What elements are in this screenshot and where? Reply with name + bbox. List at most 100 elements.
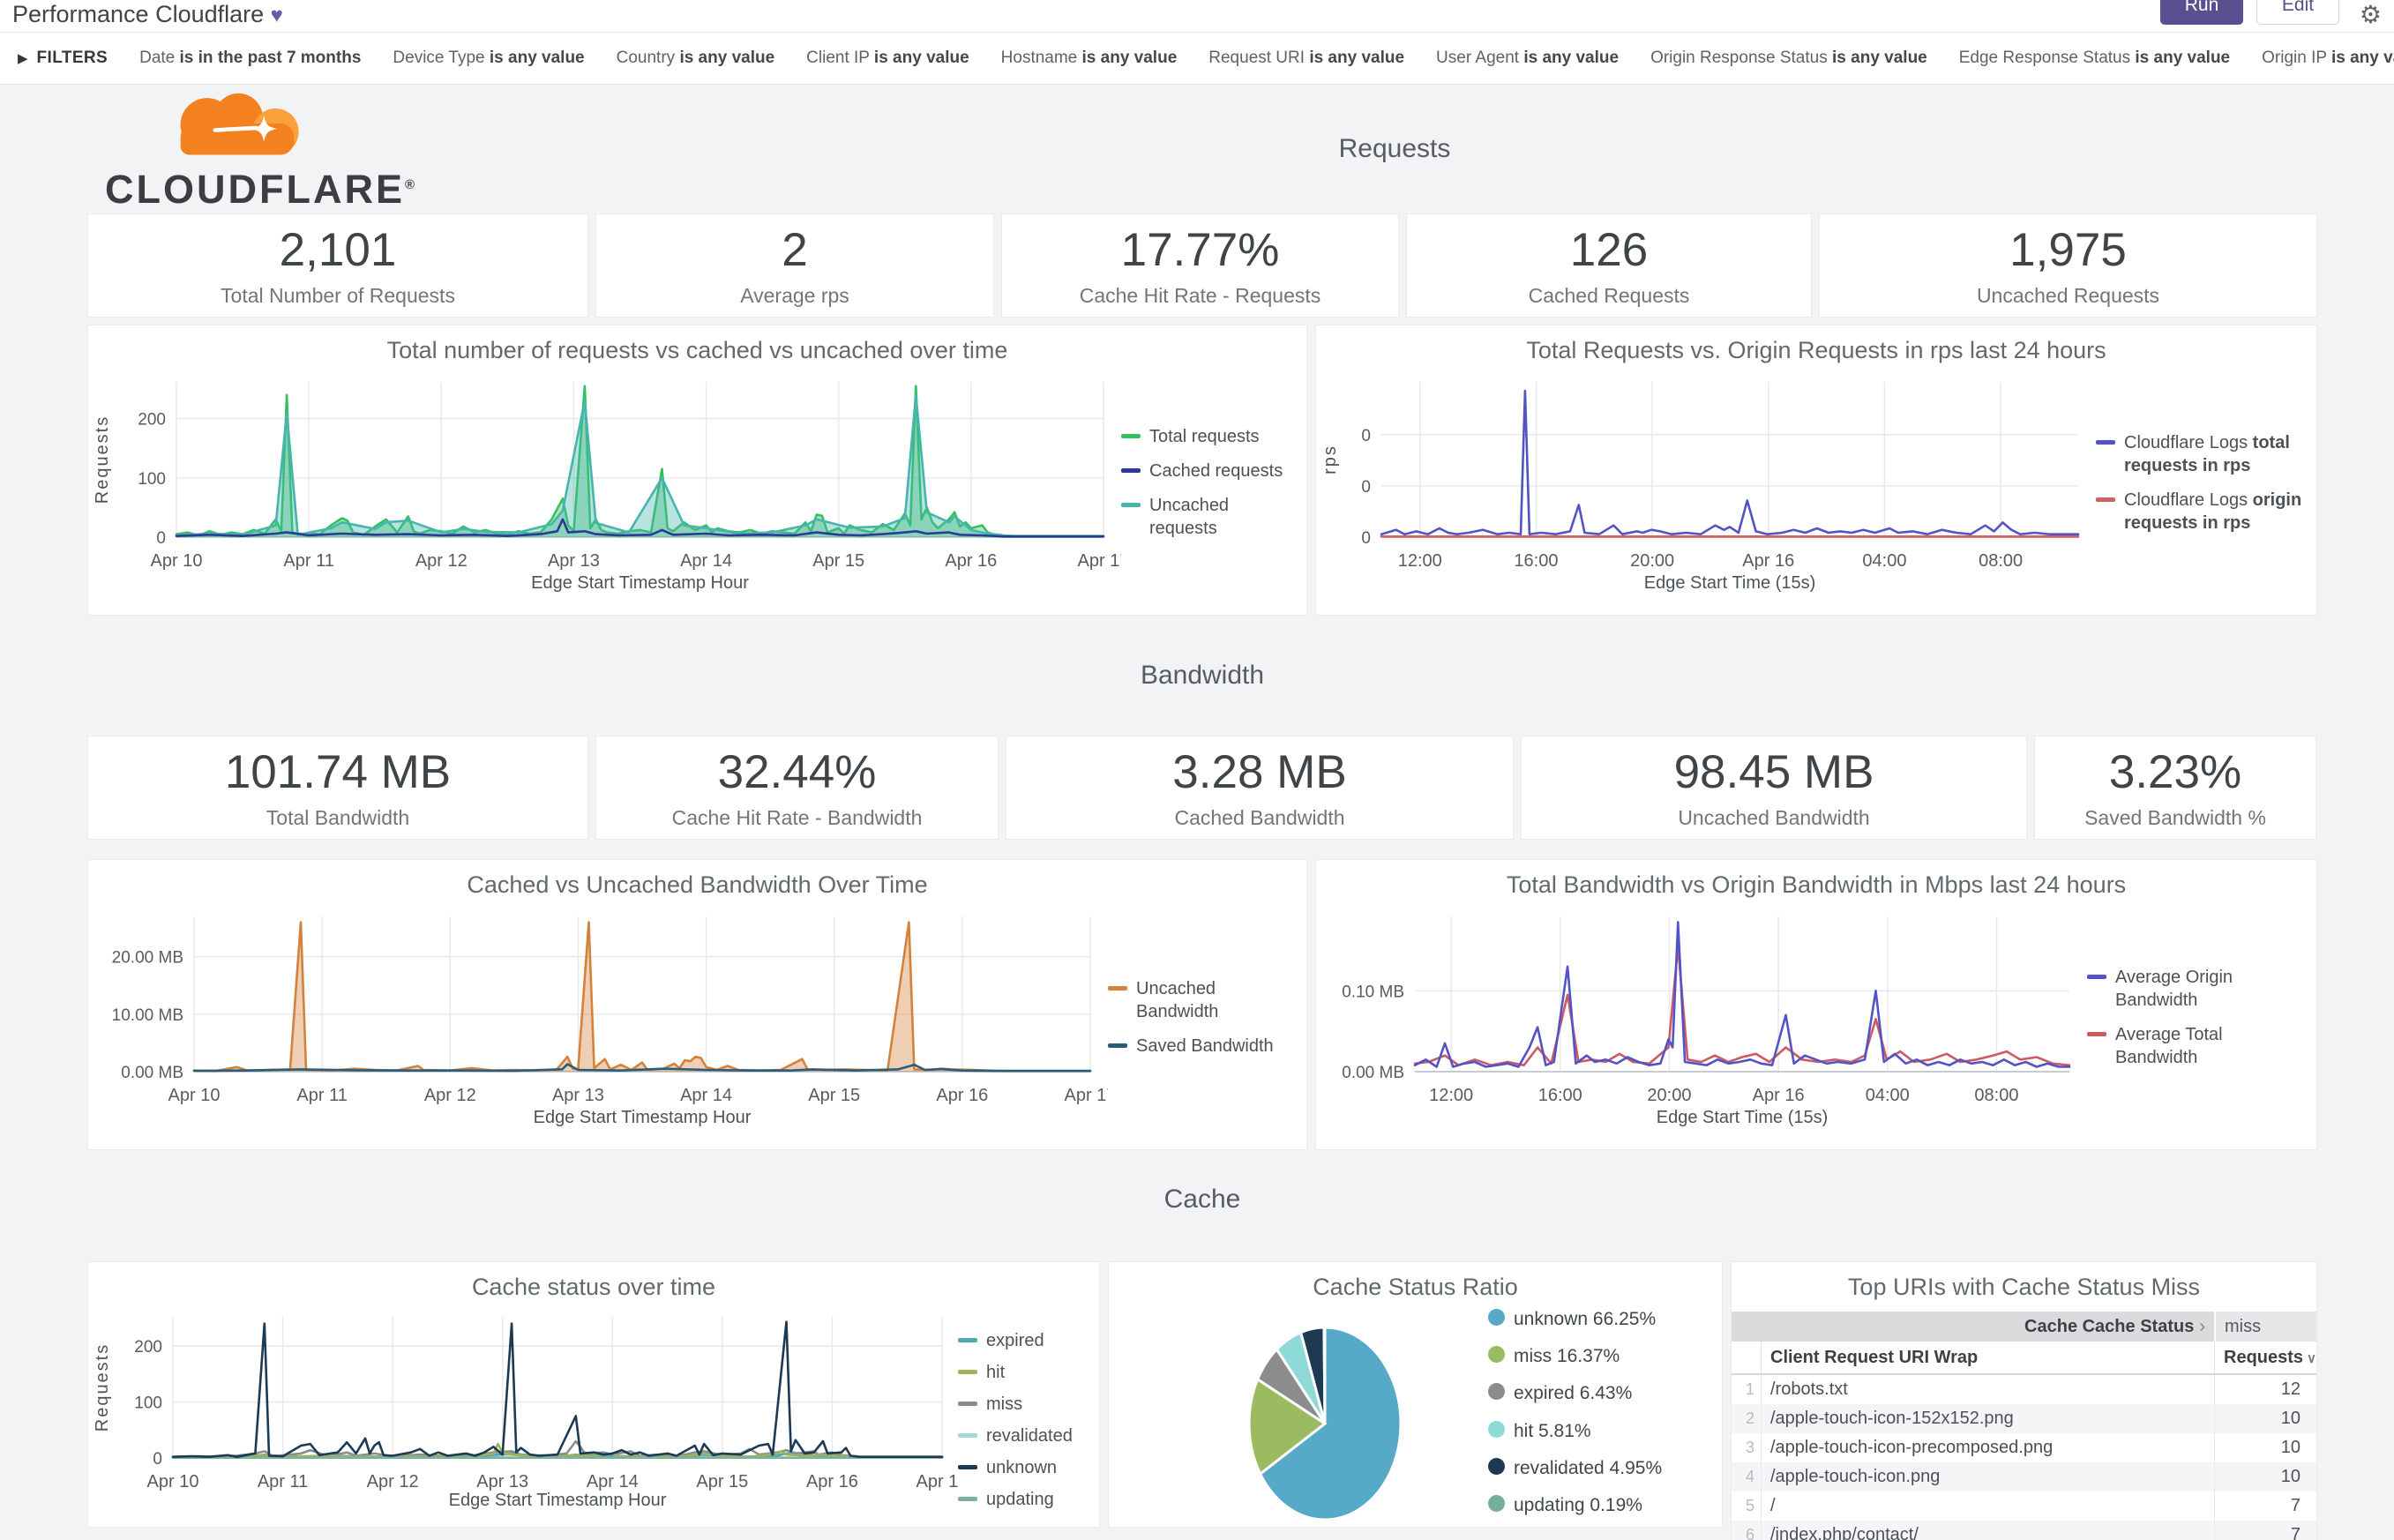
legend-item[interactable]: Average Origin Bandwidth	[2087, 966, 2308, 1012]
legend-item[interactable]: expired	[958, 1329, 1090, 1352]
uri-cell[interactable]: /robots.txt	[1770, 1379, 1848, 1399]
edit-button[interactable]: Edit	[2256, 0, 2339, 25]
column-header-requests[interactable]: Requests ∨	[2214, 1342, 2316, 1373]
table-row: 1/robots.txt 12	[1732, 1375, 2316, 1404]
filter-item[interactable]: Origin Response Status is any value	[1650, 49, 1927, 67]
row-number: 5	[1732, 1491, 1762, 1521]
chart-title: Total number of requests vs cached vs un…	[386, 337, 1008, 363]
svg-text:Apr 16: Apr 16	[936, 1086, 988, 1105]
uri-cell[interactable]: /apple-touch-icon.png	[1770, 1467, 1941, 1486]
pie-slice-miss[interactable]	[1247, 1377, 1328, 1476]
row-number: 3	[1732, 1433, 1762, 1462]
kpi-value: 2	[782, 224, 808, 276]
svg-text:20.00 MB: 20.00 MB	[112, 949, 183, 968]
legend-item[interactable]: Cloudflare Logs total requests in rps	[2096, 431, 2308, 477]
svg-text:20:00: 20:00	[1630, 551, 1674, 571]
legend-swatch	[958, 1465, 977, 1469]
legend-label: unknown	[986, 1458, 1058, 1477]
filter-item[interactable]: Date is in the past 7 months	[139, 49, 362, 67]
legend-item[interactable]: unknown 66.25%	[1488, 1307, 1713, 1331]
section-heading-requests: Requests	[1338, 134, 1451, 163]
svg-text:Apr 13: Apr 13	[552, 1086, 604, 1105]
legend-item[interactable]: Cached requests	[1121, 460, 1298, 482]
uri-cell[interactable]: /apple-touch-icon-152x152.png	[1770, 1409, 2014, 1428]
svg-text:Apr 10: Apr 10	[168, 1086, 221, 1105]
legend-swatch	[1121, 468, 1141, 473]
kpi-label: Total Number of Requests	[221, 284, 455, 307]
sort-desc-icon: ∨	[2307, 1351, 2317, 1366]
row-number: 2	[1732, 1404, 1762, 1433]
legend-item[interactable]: revalidated 4.95%	[1488, 1456, 1713, 1480]
legend-label: Uncached requests	[1149, 496, 1230, 538]
legend-swatch	[1108, 1043, 1127, 1048]
legend-swatch	[2096, 497, 2115, 502]
svg-text:Apr 14: Apr 14	[587, 1472, 639, 1491]
kpi-saved-bandwidth: 3.23% Saved Bandwidth %	[2034, 736, 2316, 840]
filters-expander-icon[interactable]: ▶	[18, 51, 28, 66]
legend-item[interactable]: Average Total Bandwidth	[2087, 1023, 2308, 1069]
svg-text:Apr 17: Apr 17	[1078, 551, 1121, 571]
gear-icon[interactable]: ⚙	[2359, 1, 2382, 28]
legend-label: updating 0.19%	[1514, 1495, 1642, 1516]
legend-label: miss 16.37%	[1514, 1345, 1620, 1366]
legend-item[interactable]: unknown	[958, 1456, 1090, 1479]
filter-item[interactable]: Edge Response Status is any value	[1958, 49, 2231, 67]
kpi-value: 3.23%	[2108, 746, 2242, 798]
legend-item[interactable]: updating 0.19%	[1488, 1493, 1713, 1517]
run-button[interactable]: Run	[2160, 0, 2243, 25]
legend-swatch	[1108, 985, 1127, 991]
svg-text:Apr 15: Apr 15	[808, 1086, 860, 1105]
kpi-uncached-bandwidth: 98.45 MB Uncached Bandwidth	[1521, 736, 2027, 840]
filter-item[interactable]: Device Type is any value	[393, 49, 585, 67]
kpi-label: Saved Bandwidth %	[2084, 806, 2266, 829]
legend-item[interactable]: miss	[958, 1393, 1090, 1416]
pie-slice-unknown[interactable]	[1258, 1326, 1403, 1521]
page-title: Performance Cloudflare ♥	[12, 1, 283, 28]
legend-item[interactable]: miss 16.37%	[1488, 1344, 1713, 1368]
legend-label: Average Origin Bandwidth	[2115, 967, 2233, 1010]
pivot-field-label[interactable]: Cache Cache Status ›	[2024, 1317, 2205, 1336]
svg-text:Apr 10: Apr 10	[147, 1472, 199, 1491]
legend-item[interactable]: Uncached Bandwidth	[1108, 977, 1298, 1023]
kpi-value: 101.74 MB	[224, 746, 452, 798]
filter-item[interactable]: Country is any value	[616, 49, 775, 67]
svg-text:Apr 16: Apr 16	[806, 1472, 858, 1491]
kpi-label: Cache Hit Rate - Requests	[1079, 284, 1321, 307]
chart-title: Cache Status Ratio	[1313, 1274, 1518, 1300]
legend-item[interactable]: hit	[958, 1361, 1090, 1384]
filter-item[interactable]: User Agent is any value	[1436, 49, 1620, 67]
cloudflare-logo-text: CLOUDFLARE®	[105, 166, 418, 212]
chart-canvas: 0 0 0 12:00 16:00 20:00 Apr 16 04:00 08:00 Edge S…	[1320, 382, 2080, 593]
legend-swatch	[1488, 1383, 1505, 1401]
legend-item[interactable]: Saved Bandwidth	[1108, 1035, 1298, 1058]
uri-cell[interactable]: /index.php/contact/	[1770, 1525, 1919, 1540]
column-header-uri[interactable]: Client Request URI Wrap	[1770, 1347, 1979, 1367]
legend-item[interactable]: hit 5.81%	[1488, 1419, 1713, 1443]
svg-text:08:00: 08:00	[1974, 1086, 2018, 1105]
legend-label: Cloudflare Logs total requests in rps	[2124, 432, 2290, 475]
legend-item[interactable]: updating	[958, 1488, 1090, 1511]
filter-item[interactable]: Hostname is any value	[1000, 49, 1178, 67]
uri-cell[interactable]: /	[1770, 1496, 1776, 1515]
kpi-value: 126	[1569, 224, 1649, 276]
svg-text:Apr 11: Apr 11	[296, 1086, 347, 1105]
pie-slice-updating[interactable]	[1322, 1326, 1327, 1424]
legend-item[interactable]: revalidated	[958, 1424, 1090, 1447]
svg-text:Apr 10: Apr 10	[151, 551, 203, 571]
svg-text:16:00: 16:00	[1514, 551, 1558, 571]
filter-item[interactable]: Client IP is any value	[806, 49, 969, 67]
svg-text:0: 0	[153, 1450, 162, 1469]
legend-swatch	[958, 1370, 977, 1374]
requests-cell: 12	[2214, 1375, 2316, 1404]
svg-text:04:00: 04:00	[1866, 1086, 1910, 1105]
table-column-headers: Client Request URI Wrap Requests ∨	[1732, 1342, 2316, 1375]
filter-item[interactable]: Request URI is any value	[1208, 49, 1405, 67]
legend-item[interactable]: Total requests	[1121, 425, 1298, 448]
svg-text:200: 200	[134, 1338, 162, 1357]
svg-text:Apr 15: Apr 15	[696, 1472, 748, 1491]
uri-cell[interactable]: /apple-touch-icon-precomposed.png	[1770, 1438, 2054, 1457]
legend-item[interactable]: expired 6.43%	[1488, 1381, 1713, 1405]
legend-item[interactable]: Cloudflare Logs origin requests in rps	[2096, 489, 2308, 535]
legend-item[interactable]: Uncached requests	[1121, 494, 1298, 540]
filter-item[interactable]: Origin IP is any value	[2262, 49, 2394, 67]
